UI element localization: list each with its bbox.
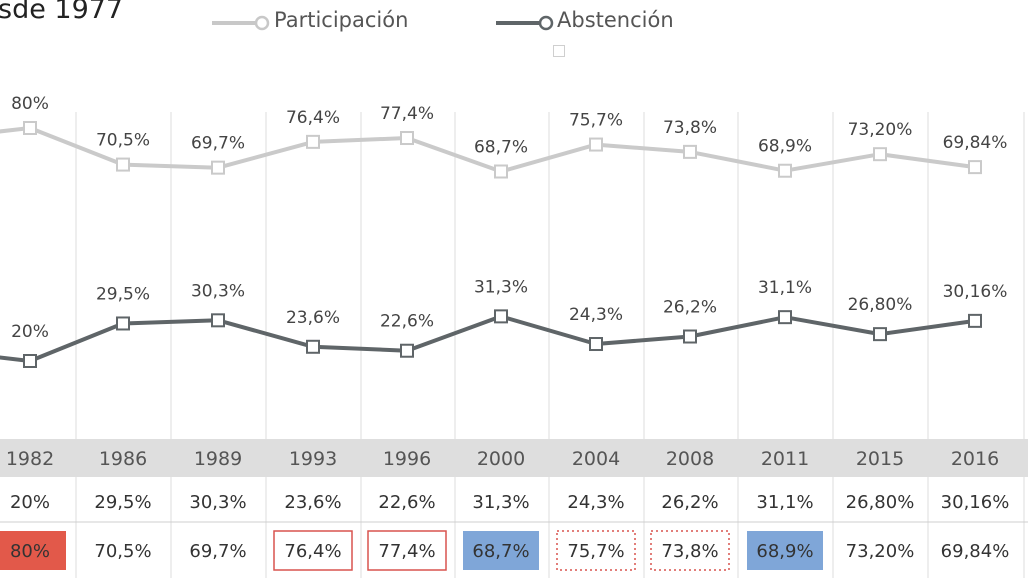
highlight-box-0 xyxy=(0,531,66,570)
table-year-5: 2000 xyxy=(477,448,525,470)
data-label-participacion-8: 68,9% xyxy=(758,137,812,157)
point-abstencion-5 xyxy=(494,309,508,324)
table-year-8: 2011 xyxy=(761,448,809,470)
table-abstencion-2: 30,3% xyxy=(189,492,246,513)
table-year-6: 2004 xyxy=(572,448,620,470)
table-participacion-0: 80% xyxy=(10,541,50,562)
point-participacion-5 xyxy=(494,164,508,179)
data-table: 1982 1986 1989 1993 1996 2000 2004 2008 2011 2015… xyxy=(0,439,1028,571)
data-label-abstencion-0: 20% xyxy=(11,322,49,342)
highlight-box-7 xyxy=(650,530,730,571)
table-year-10: 2016 xyxy=(951,448,999,470)
table-year-3: 1993 xyxy=(289,448,337,470)
point-participacion-2 xyxy=(211,160,225,175)
table-participacion-4: 77,4% xyxy=(378,541,435,562)
data-label-abstencion-7: 26,2% xyxy=(663,298,717,318)
legend-label-abstencion: Abstención xyxy=(557,8,674,32)
line-participacion xyxy=(0,126,976,174)
data-label-abstencion-10: 30,16% xyxy=(943,282,1008,302)
data-label-abstencion-4: 22,6% xyxy=(380,312,434,332)
data-label-abstencion-8: 31,1% xyxy=(758,278,812,298)
data-label-participacion-3: 76,4% xyxy=(286,108,340,128)
data-label-abstencion-9: 26,80% xyxy=(848,295,913,315)
point-participacion-4 xyxy=(400,131,414,146)
point-abstencion-1 xyxy=(116,316,130,331)
data-label-participacion-9: 73,20% xyxy=(848,120,913,140)
point-participacion-0 xyxy=(23,121,37,135)
legend-label-participacion: Participación xyxy=(274,8,409,32)
table-year-4: 1996 xyxy=(383,448,431,470)
table-year-1: 1986 xyxy=(99,448,147,470)
legend-swatch-abstencion xyxy=(496,15,554,31)
point-abstencion-2 xyxy=(211,313,225,328)
table-abstencion-4: 22,6% xyxy=(378,492,435,513)
table-abstencion-8: 31,1% xyxy=(756,492,813,513)
series-labels: 80% 70,5% 69,7% 76,4% 77,4% 68,7% 75,7% 73,8% 68… xyxy=(11,94,1007,342)
legend-swatch-participacion xyxy=(212,15,270,31)
data-label-abstencion-1: 29,5% xyxy=(96,285,150,305)
series-points xyxy=(23,121,982,368)
table-abstencion-10: 30,16% xyxy=(941,492,1010,513)
line-abstencion xyxy=(0,314,976,363)
point-abstencion-10 xyxy=(968,313,982,328)
data-label-participacion-4: 77,4% xyxy=(380,104,434,124)
table-participacion-6: 75,7% xyxy=(567,541,624,562)
highlight-box-6 xyxy=(556,530,636,571)
data-label-participacion-1: 70,5% xyxy=(96,131,150,151)
highlight-box-8 xyxy=(747,531,823,570)
highlight-box-5 xyxy=(463,531,539,570)
data-label-participacion-0: 80% xyxy=(11,94,49,114)
data-label-participacion-6: 75,7% xyxy=(569,111,623,131)
point-abstencion-9 xyxy=(873,327,887,342)
point-abstencion-0 xyxy=(23,354,37,368)
table-abstencion-5: 31,3% xyxy=(472,492,529,513)
point-participacion-10 xyxy=(968,160,982,175)
series-lines xyxy=(0,126,976,363)
data-label-participacion-7: 73,8% xyxy=(663,118,717,138)
gridlines xyxy=(75,112,1025,578)
data-label-participacion-2: 69,7% xyxy=(191,134,245,154)
table-abstencion-0: 20% xyxy=(10,492,50,513)
table-abstencion-9: 26,80% xyxy=(846,492,915,513)
point-abstencion-8 xyxy=(778,310,792,325)
point-abstencion-3 xyxy=(306,339,320,354)
point-participacion-6 xyxy=(589,137,603,152)
table-participacion-7: 73,8% xyxy=(661,541,718,562)
table-participacion-9: 73,20% xyxy=(846,541,915,562)
data-label-abstencion-2: 30,3% xyxy=(191,281,245,301)
table-participacion-8: 68,9% xyxy=(756,541,813,562)
point-participacion-1 xyxy=(116,157,130,172)
table-year-0: 1982 xyxy=(6,448,54,470)
table-participacion-2: 69,7% xyxy=(189,541,246,562)
point-abstencion-6 xyxy=(589,337,603,352)
table-participacion-3: 76,4% xyxy=(284,541,341,562)
point-abstencion-4 xyxy=(400,343,414,358)
table-year-7: 2008 xyxy=(666,448,714,470)
point-participacion-9 xyxy=(873,147,887,162)
data-label-abstencion-3: 23,6% xyxy=(286,308,340,328)
table-abstencion-1: 29,5% xyxy=(94,492,151,513)
table-participacion-1: 70,5% xyxy=(94,541,151,562)
point-participacion-7 xyxy=(683,144,697,159)
highlight-box-3 xyxy=(273,530,353,571)
year-row-bg xyxy=(0,439,1028,477)
data-label-abstencion-5: 31,3% xyxy=(474,277,528,297)
table-abstencion-7: 26,2% xyxy=(661,492,718,513)
point-participacion-3 xyxy=(306,134,320,149)
highlight-box-4 xyxy=(367,530,447,571)
data-label-participacion-5: 68,7% xyxy=(474,138,528,158)
data-label-abstencion-6: 24,3% xyxy=(569,305,623,325)
table-year-2: 1989 xyxy=(194,448,242,470)
table-abstencion-3: 23,6% xyxy=(284,492,341,513)
table-abstencion-6: 24,3% xyxy=(567,492,624,513)
point-abstencion-7 xyxy=(683,329,697,344)
point-participacion-8 xyxy=(778,163,792,178)
table-participacion-5: 68,7% xyxy=(472,541,529,562)
data-label-participacion-10: 69,84% xyxy=(943,133,1008,153)
table-participacion-10: 69,84% xyxy=(941,541,1010,562)
table-year-9: 2015 xyxy=(856,448,904,470)
chart-title: sde 1977 xyxy=(0,0,124,25)
legend-marker-square xyxy=(553,45,565,57)
